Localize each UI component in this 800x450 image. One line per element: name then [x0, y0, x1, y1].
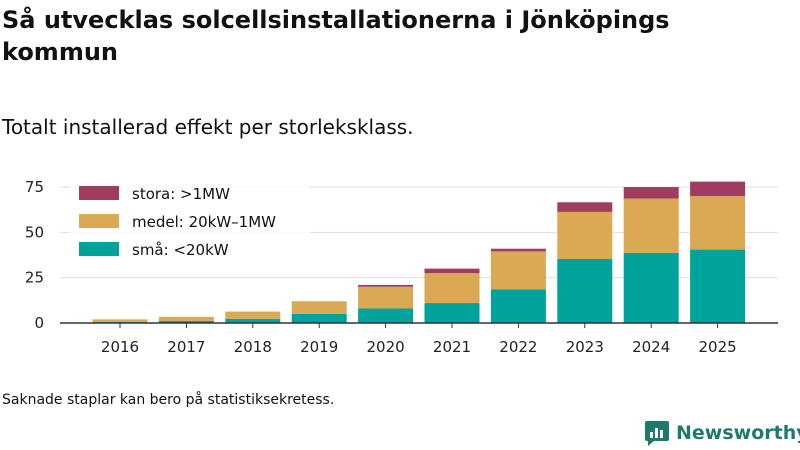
bar-stora-2023	[557, 202, 613, 212]
bar-medel-2021	[424, 273, 480, 304]
x-tick-label-2021: 2021	[433, 338, 471, 356]
bar-sma-2020	[358, 308, 414, 323]
x-axis-ticks: 2016 2017 2018 2019 2020 2021 2022 2023 2024 2025	[101, 323, 737, 356]
bar-stora-2021	[424, 268, 480, 274]
bar-medel-2024	[623, 198, 679, 253]
legend-label-stora: stora: >1MW	[132, 185, 230, 203]
x-tick-label-2019: 2019	[300, 338, 338, 356]
brand-name: Newsworthy	[676, 422, 800, 444]
brand-logo[interactable]: Newsworthy	[644, 418, 800, 448]
bar-sma-2024	[623, 252, 679, 323]
bar-stora-2024	[623, 187, 679, 199]
x-tick-label-2016: 2016	[101, 338, 139, 356]
bar-sma-2025	[690, 249, 746, 323]
bar-medel-2022	[490, 251, 546, 290]
legend-label-sma: små: <20kW	[132, 241, 229, 259]
bar-sma-2019	[291, 313, 347, 323]
chart-subtitle: Totalt installerad effekt per storlekskl…	[2, 115, 414, 139]
y-tick-label-0: 0	[34, 314, 44, 332]
bar-sma-2021	[424, 303, 480, 323]
bar-medel-2017	[158, 316, 214, 321]
x-tick-label-2024: 2024	[632, 338, 670, 356]
y-tick-label-75: 75	[25, 178, 44, 196]
bar-medel-2018	[225, 311, 281, 319]
legend: stora: >1MW medel: 20kW–1MW små: <20kW	[70, 178, 310, 264]
y-tick-label-25: 25	[25, 269, 44, 287]
x-tick-label-2017: 2017	[167, 338, 205, 356]
bar-sma-2017	[158, 320, 214, 323]
bars	[92, 181, 746, 323]
y-axis-ticks: 0 25 50 75	[25, 178, 44, 332]
x-tick-label-2018: 2018	[234, 338, 272, 356]
bar-medel-2023	[557, 211, 613, 260]
bar-stora-2025	[690, 181, 746, 197]
y-tick-label-50: 50	[25, 223, 44, 241]
legend-label-medel: medel: 20kW–1MW	[132, 213, 276, 231]
footnote: Saknade staplar kan bero på statistiksek…	[2, 392, 335, 408]
newsworthy-logo-icon	[645, 421, 669, 446]
bar-stora-2022	[490, 248, 546, 252]
x-tick-label-2023: 2023	[566, 338, 604, 356]
bar-sma-2018	[225, 318, 281, 323]
legend-swatch-medel	[79, 214, 119, 228]
bar-sma-2022	[490, 289, 546, 323]
bar-stora-2020	[358, 284, 414, 287]
x-tick-label-2022: 2022	[499, 338, 537, 356]
chart-title: Så utvecklas solcellsinstallationerna i …	[2, 6, 670, 66]
x-tick-label-2020: 2020	[367, 338, 405, 356]
bar-medel-2019	[291, 301, 347, 314]
bar-medel-2020	[358, 286, 414, 309]
legend-swatch-stora	[79, 186, 119, 200]
bar-sma-2023	[557, 259, 613, 323]
bar-medel-2016	[92, 319, 148, 323]
x-tick-label-2025: 2025	[699, 338, 737, 356]
legend-swatch-sma	[79, 242, 119, 256]
bar-medel-2025	[690, 196, 746, 250]
